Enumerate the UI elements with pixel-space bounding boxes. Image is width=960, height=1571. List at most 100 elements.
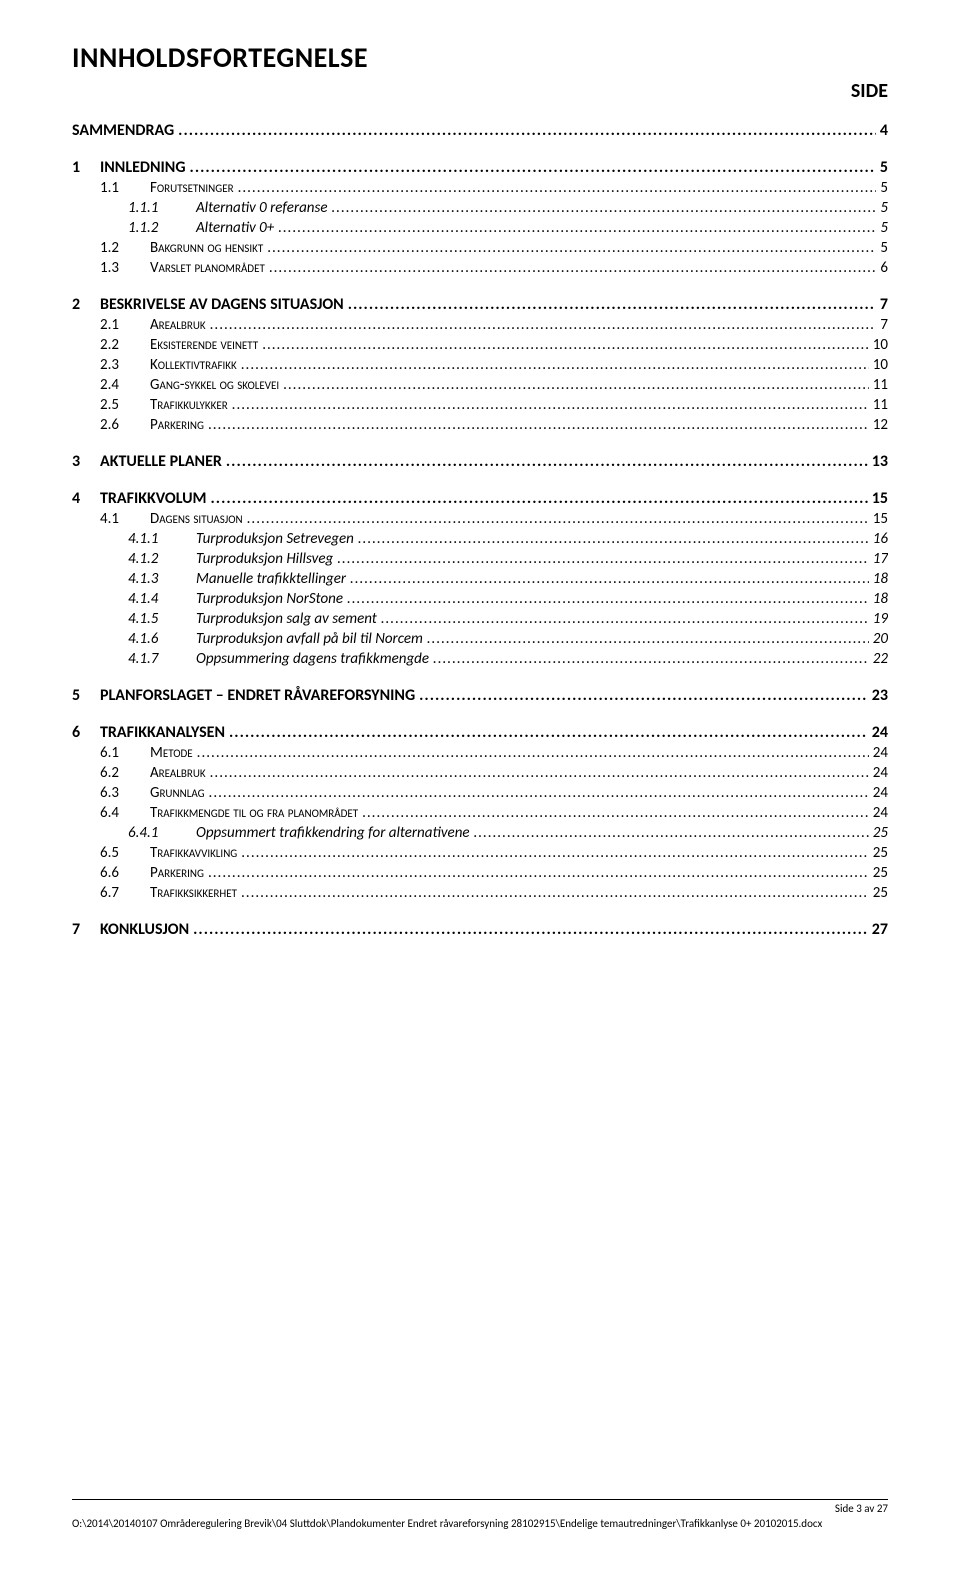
side-column-header: SIDE xyxy=(72,79,888,103)
toc-entry-label: Varslet planområdet xyxy=(150,259,265,277)
toc-entry-label: Kollektivtrafikk xyxy=(150,356,237,374)
toc-leader-dots: ........................................… xyxy=(178,121,876,140)
toc-entry-number: 1.1.1 xyxy=(72,199,196,217)
toc-entry: 6.1Metode...............................… xyxy=(72,744,888,762)
toc-leader-dots: ........................................… xyxy=(337,550,869,568)
toc-entry-number: 2.5 xyxy=(72,396,150,414)
toc-entry-number: 6.1 xyxy=(72,744,150,762)
toc-entry-number: 1.2 xyxy=(72,239,150,257)
toc-entry: 6.4.1Oppsummert trafikkendring for alter… xyxy=(72,824,888,842)
toc-entry-page: 24 xyxy=(873,764,888,782)
toc-entry-page: 11 xyxy=(873,376,888,394)
toc-entry-number: 4.1.6 xyxy=(72,630,196,648)
toc-entry-page: 15 xyxy=(872,489,888,508)
toc-entry-page: 5 xyxy=(880,179,888,197)
toc-entry-page: 22 xyxy=(873,650,888,668)
toc-leader-dots: ........................................… xyxy=(238,179,877,197)
toc-entry-label: Turproduksjon Hillsveg xyxy=(196,550,333,568)
toc-entry-page: 13 xyxy=(872,452,888,471)
toc-entry-number: 6.5 xyxy=(72,844,150,862)
toc-entry: 4.1Dagens situasjon.....................… xyxy=(72,510,888,528)
toc-entry-number: 1 xyxy=(72,158,100,177)
toc-entry-number: 1.1.2 xyxy=(72,219,196,237)
toc-leader-dots: ........................................… xyxy=(332,199,877,217)
toc-leader-dots: ........................................… xyxy=(208,864,869,882)
toc-entry-label: Grunnlag xyxy=(150,784,205,802)
toc-entry-label: Parkering xyxy=(150,864,204,882)
toc-entry-label: BESKRIVELSE AV DAGENS SITUASJON xyxy=(100,295,344,314)
toc-leader-dots: ........................................… xyxy=(283,376,869,394)
toc-entry-label: Eksisterende veinett xyxy=(150,336,258,354)
toc-entry-number: 7 xyxy=(72,920,100,939)
toc-leader-dots: ........................................… xyxy=(350,570,869,588)
toc-leader-dots: ........................................… xyxy=(262,336,869,354)
toc-entry: 4.1.4Turproduksjon NorStone.............… xyxy=(72,590,888,608)
toc-entry-page: 6 xyxy=(880,259,888,277)
toc-entry: 1.3Varslet planområdet..................… xyxy=(72,259,888,277)
toc-entry-number: 6.3 xyxy=(72,784,150,802)
toc-entry: 6.3Grunnlag.............................… xyxy=(72,784,888,802)
toc-entry-label: Oppsummert trafikkendring for alternativ… xyxy=(196,824,470,842)
toc-entry: 4.1.7Oppsummering dagens trafikkmengde..… xyxy=(72,650,888,668)
toc-entry: 4.1.6Turproduksjon avfall på bil til Nor… xyxy=(72,630,888,648)
toc-entry-label: INNLEDNING xyxy=(100,158,186,177)
toc-entry-page: 10 xyxy=(873,356,888,374)
toc-entry: 2.5Trafikkulykker.......................… xyxy=(72,396,888,414)
toc-entry-number: 6.6 xyxy=(72,864,150,882)
toc-leader-dots: ........................................… xyxy=(208,416,869,434)
toc-entry: 3AKTUELLE PLANER........................… xyxy=(72,452,888,471)
toc-entry-page: 20 xyxy=(873,630,888,648)
toc-entry-number: 4.1.4 xyxy=(72,590,196,608)
toc-entry-page: 25 xyxy=(873,864,888,882)
toc-leader-dots: ........................................… xyxy=(210,316,877,334)
toc-leader-dots: ........................................… xyxy=(269,259,877,277)
toc-entry-page: 25 xyxy=(873,844,888,862)
toc-leader-dots: ........................................… xyxy=(419,686,868,705)
toc-leader-dots: ........................................… xyxy=(267,239,876,257)
toc-leader-dots: ........................................… xyxy=(278,219,876,237)
toc-leader-dots: ........................................… xyxy=(229,723,868,742)
toc-entry-number: 6.4.1 xyxy=(72,824,196,842)
toc-entry-number: 4.1 xyxy=(72,510,150,528)
toc-entry-label: Metode xyxy=(150,744,193,762)
toc-leader-dots: ........................................… xyxy=(362,804,869,822)
toc-entry: 7KONKLUSJON.............................… xyxy=(72,920,888,939)
toc-leader-dots: ........................................… xyxy=(433,650,869,668)
toc-leader-dots: ........................................… xyxy=(197,744,869,762)
toc-entry-number: 6.4 xyxy=(72,804,150,822)
toc-entry: 4.1.2Turproduksjon Hillsveg.............… xyxy=(72,550,888,568)
toc-entry-label: Forutsetninger xyxy=(150,179,234,197)
toc-entry-label: Trafikkavvikling xyxy=(150,844,237,862)
toc-leader-dots: ........................................… xyxy=(232,396,869,414)
toc-leader-dots: ........................................… xyxy=(474,824,869,842)
toc-entry-number: 4.1.3 xyxy=(72,570,196,588)
toc-entry-label: Trafikkmengde til og fra planområdet xyxy=(150,804,358,822)
toc-entry-page: 23 xyxy=(872,686,888,705)
toc-entry-label: TRAFIKKANALYSEN xyxy=(100,723,225,742)
toc-entry-label: Turproduksjon salg av sement xyxy=(196,610,377,628)
toc-entry-page: 4 xyxy=(880,121,888,140)
toc-entry: 2.2Eksisterende veinett.................… xyxy=(72,336,888,354)
toc-entry-page: 7 xyxy=(880,316,888,334)
toc-entry-number: 1.3 xyxy=(72,259,150,277)
toc-entry-label: Turproduksjon NorStone xyxy=(196,590,343,608)
toc-entry-label: Oppsummering dagens trafikkmengde xyxy=(196,650,429,668)
toc-entry: 1INNLEDNING.............................… xyxy=(72,158,888,177)
toc-entry-page: 18 xyxy=(873,570,888,588)
toc-entry-number: 4.1.5 xyxy=(72,610,196,628)
toc-entry-number: 4.1.7 xyxy=(72,650,196,668)
toc-leader-dots: ........................................… xyxy=(210,764,869,782)
toc-leader-dots: ........................................… xyxy=(241,884,869,902)
toc-entry: 1.1.1Alternativ 0 referanse.............… xyxy=(72,199,888,217)
toc-title: INNHOLDSFORTEGNELSE xyxy=(72,40,888,75)
toc-entry-page: 24 xyxy=(873,744,888,762)
toc-entry: 1.2Bakgrunn og hensikt..................… xyxy=(72,239,888,257)
toc-entry-label: Arealbruk xyxy=(150,316,206,334)
toc-entry-page: 10 xyxy=(873,336,888,354)
toc-entry-label: AKTUELLE PLANER xyxy=(100,452,222,471)
toc-entry: 2.4Gang-sykkel og skolevei..............… xyxy=(72,376,888,394)
toc-leader-dots: ........................................… xyxy=(193,920,868,939)
toc-entry-number: 4.1.1 xyxy=(72,530,196,548)
toc-entry: SAMMENDRAG..............................… xyxy=(72,121,888,140)
toc-entry: 4TRAFIKKVOLUM...........................… xyxy=(72,489,888,508)
